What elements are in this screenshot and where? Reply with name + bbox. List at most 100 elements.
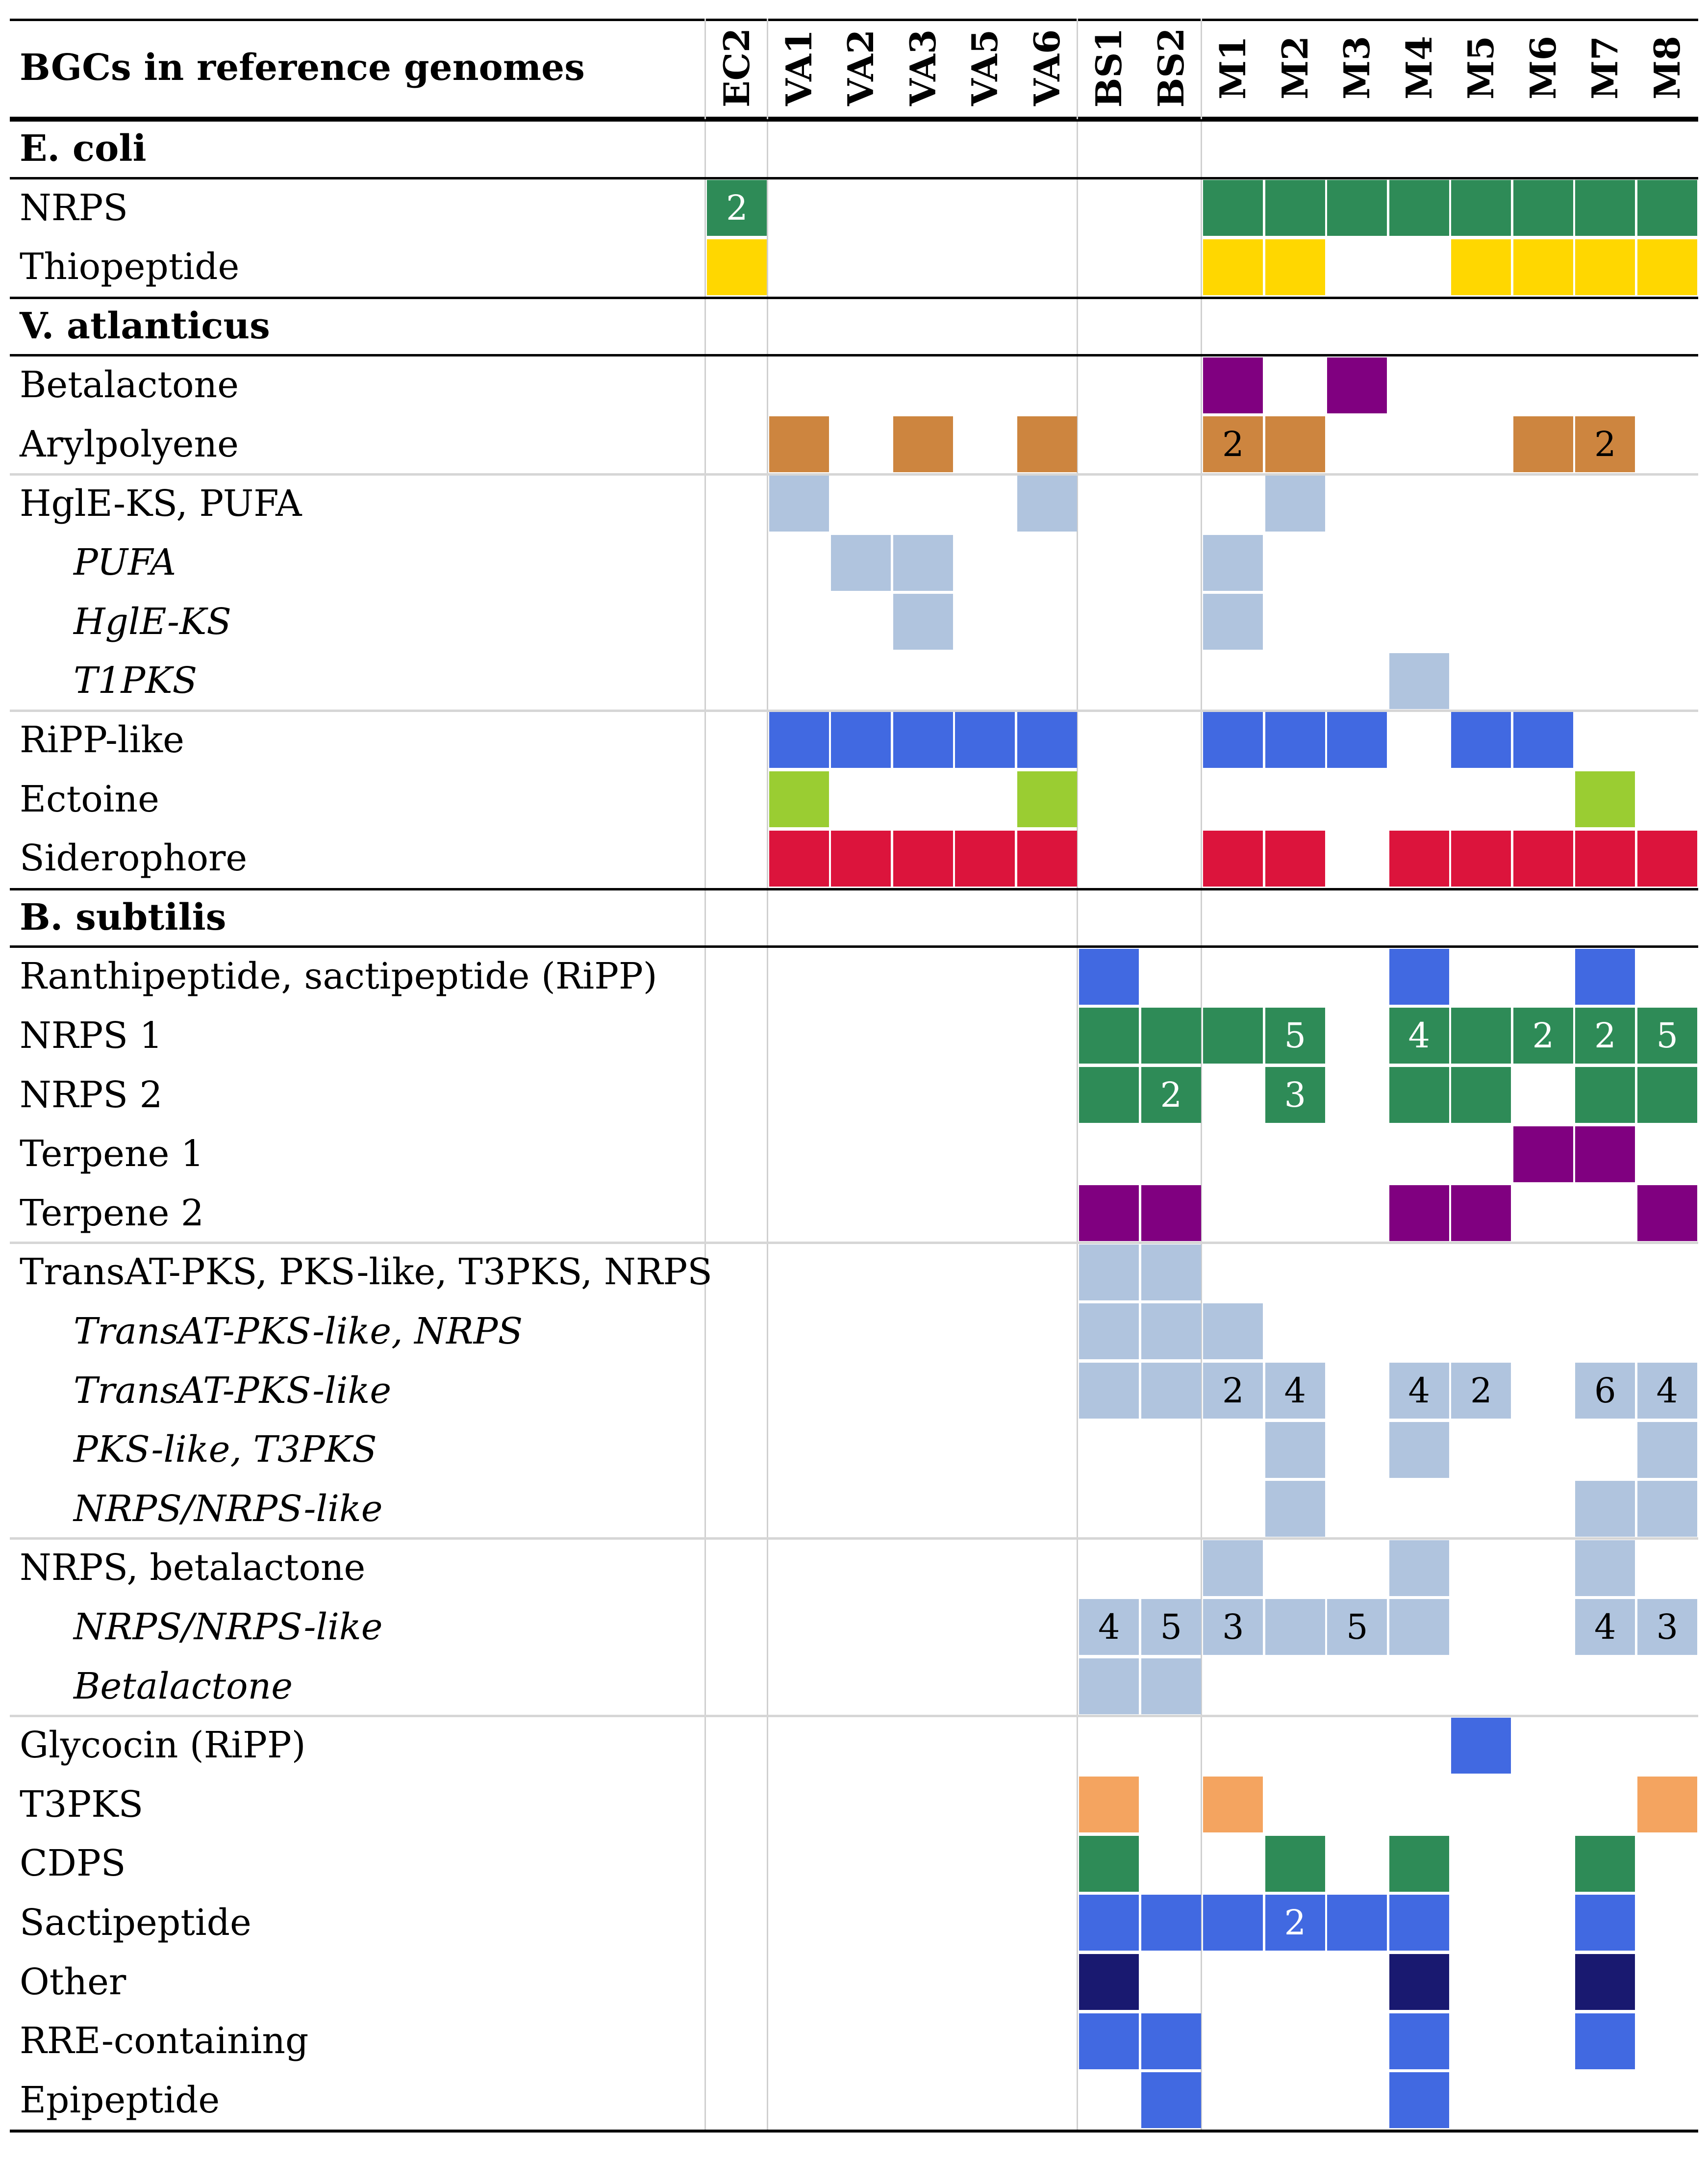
heatmap-cell: [769, 416, 829, 473]
heatmap-cell: [1389, 653, 1449, 709]
heatmap-cell: [1141, 1362, 1201, 1419]
heatmap-cell: [893, 534, 953, 591]
heatmap-cell: [1637, 179, 1697, 236]
heatmap-cell: [1079, 1777, 1139, 1833]
heatmap-cell: [1513, 1126, 1573, 1182]
row-label: PUFA: [74, 541, 176, 584]
heatmap-cell: [1513, 830, 1573, 887]
heatmap-cell: [1389, 1540, 1449, 1596]
heatmap-cell: 3: [1265, 1067, 1325, 1123]
heatmap-cell: [1203, 1540, 1263, 1596]
heatmap-cell: [955, 712, 1015, 768]
heatmap-cell: [1327, 357, 1387, 413]
heatmap-cell: [831, 830, 891, 887]
row-label: PKS-like, T3PKS: [74, 1428, 377, 1471]
heatmap-cell: [1141, 2013, 1201, 2069]
heatmap-cell: 4: [1575, 1599, 1635, 1655]
row-label: Ectoine: [20, 778, 159, 820]
heatmap-cell: 4: [1079, 1599, 1139, 1655]
heatmap-cell: [1389, 1954, 1449, 2010]
heatmap-cell: [1079, 1008, 1139, 1064]
row-label: TransAT-PKS-like: [74, 1369, 392, 1412]
heatmap-cell: [893, 594, 953, 650]
column-header-m1: M1: [1212, 36, 1254, 100]
heatmap-cell: [1575, 830, 1635, 887]
heatmap-cell: [1451, 712, 1511, 768]
heatmap-cell: 4: [1389, 1362, 1449, 1419]
section-rule: [10, 177, 1698, 179]
heatmap-cell: 5: [1637, 1008, 1697, 1064]
row-label: Betalactone: [20, 364, 239, 406]
heatmap-cell: 2: [1575, 1008, 1635, 1064]
heatmap-cell: [1389, 1599, 1449, 1655]
heatmap-cell: [1017, 475, 1077, 532]
section-rule: [10, 888, 1698, 890]
heatmap-cell: 2: [1513, 1008, 1573, 1064]
row-label: Arylpolyene: [20, 423, 239, 465]
row-label: NRPS/NRPS-like: [74, 1487, 383, 1530]
heatmap-cell: [1079, 1954, 1139, 2010]
row-label: NRPS 2: [20, 1073, 163, 1116]
row-label: Other: [20, 1960, 126, 2003]
row-label: Glycocin (RiPP): [20, 1724, 306, 1767]
heatmap-cell: [769, 830, 829, 887]
heatmap-cell: [1079, 2013, 1139, 2069]
heatmap-cell: [1389, 179, 1449, 236]
heatmap-cell: [1017, 416, 1077, 473]
row-label: HglE-KS, PUFA: [20, 482, 302, 525]
bottom-rule: [10, 2130, 1698, 2133]
row-label: CDPS: [20, 1842, 126, 1885]
heatmap-cell: 2: [707, 179, 767, 236]
column-header-va3: VA3: [902, 29, 944, 106]
heatmap-cell: [1637, 1067, 1697, 1123]
heatmap-cell: [1265, 1481, 1325, 1537]
heatmap-cell: [1575, 1835, 1635, 1892]
heatmap-cell: [1575, 179, 1635, 236]
heatmap-cell: [1141, 1244, 1201, 1300]
column-header-m4: M4: [1398, 36, 1440, 100]
section-rule: [10, 119, 1698, 122]
heatmap-cell: [1451, 1008, 1511, 1064]
column-header-m3: M3: [1336, 36, 1378, 100]
heatmap-cell: [1203, 1895, 1263, 1951]
heatmap-cell: [1203, 179, 1263, 236]
section-rule: [10, 945, 1698, 948]
heatmap-cell: 4: [1265, 1362, 1325, 1419]
heatmap-cell: [1389, 1422, 1449, 1478]
column-divider: [1077, 19, 1078, 2130]
heatmap-cell: 3: [1203, 1599, 1263, 1655]
section-rule: [10, 296, 1698, 299]
group-divider: [10, 710, 1698, 712]
heatmap-cell: [1513, 239, 1573, 295]
heatmap-cell: [1265, 1599, 1325, 1655]
heatmap-cell: [1203, 534, 1263, 591]
column-header-va5: VA5: [964, 29, 1006, 106]
section-label: E. coli: [20, 127, 147, 170]
header-rule: [10, 117, 1698, 119]
group-divider: [10, 473, 1698, 476]
row-label: HglE-KS: [74, 600, 231, 643]
row-label: Sactipeptide: [20, 1902, 251, 1944]
heatmap-cell: [1141, 1303, 1201, 1360]
heatmap-cell: [1079, 1362, 1139, 1419]
column-header-va1: VA1: [778, 29, 820, 106]
column-header-ec2: EC2: [716, 27, 758, 108]
column-header-va6: VA6: [1026, 29, 1068, 106]
heatmap-cell: [1265, 179, 1325, 236]
heatmap-cell: [1637, 1777, 1697, 1833]
row-label: Terpene 1: [20, 1133, 204, 1175]
heatmap-cell: [1265, 830, 1325, 887]
row-label: RRE-containing: [20, 2020, 309, 2062]
heatmap-cell: [1389, 1835, 1449, 1892]
heatmap-cell: [1079, 1895, 1139, 1951]
heatmap-cell: [1079, 1185, 1139, 1242]
heatmap-cell: [1203, 594, 1263, 650]
heatmap-cell: 2: [1203, 1362, 1263, 1419]
heatmap-cell: [1575, 1954, 1635, 2010]
heatmap-cell: [1575, 771, 1635, 827]
heatmap-cell: 2: [1203, 416, 1263, 473]
section-label: B. subtilis: [20, 896, 226, 939]
heatmap-cell: 2: [1451, 1362, 1511, 1419]
row-label: Thiopeptide: [20, 246, 240, 288]
column-header-va2: VA2: [840, 29, 882, 106]
